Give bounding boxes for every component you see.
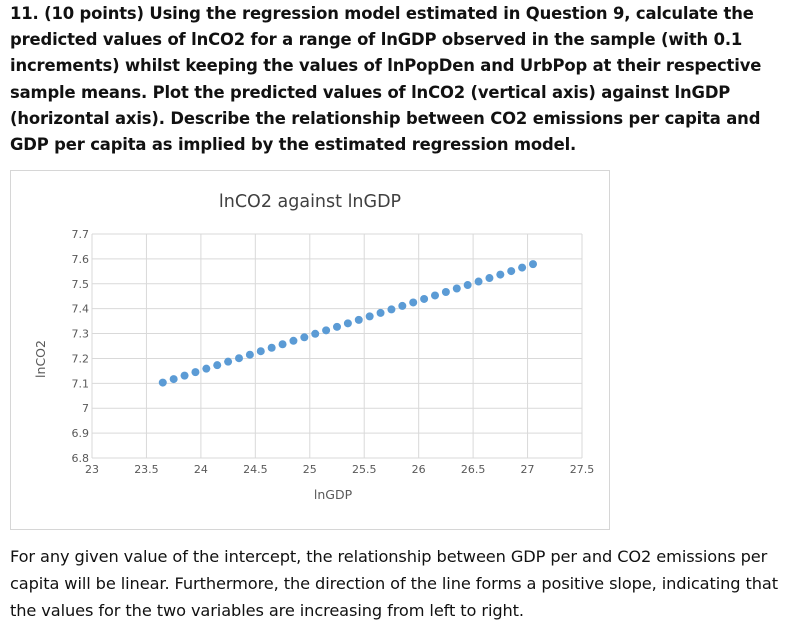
data-point [409,298,418,307]
data-point [354,315,363,324]
data-point [420,294,429,303]
data-point [169,375,178,384]
data-point [191,368,200,377]
question-text: 11. (10 points) Using the regression mod… [10,4,762,155]
data-point [431,291,439,300]
y-tick-label: 7.7 [72,228,90,241]
x-tick-label: 25 [303,463,317,476]
data-point [452,284,461,293]
data-point [376,308,385,317]
data-point [365,312,374,321]
data-point [311,329,320,338]
y-tick-label: 7.6 [72,253,90,266]
data-point [398,301,407,310]
y-tick-label: 7.2 [72,352,90,365]
data-point [224,357,233,366]
data-point [529,260,537,269]
x-tick-label: 27 [521,463,535,476]
y-axis-label: lnCO2 [33,340,48,378]
data-point [387,305,396,314]
data-point [485,274,494,283]
x-axis-label: lnGDP [314,487,353,502]
data-point [158,378,167,387]
y-tick-label: 7.4 [72,303,90,316]
data-point [496,270,505,279]
data-point [256,347,265,356]
data-point [343,319,352,328]
data-point [180,371,189,380]
y-tick-label: 6.9 [72,427,90,440]
data-point [441,287,450,296]
data-point [267,343,276,352]
data-point [322,326,331,335]
y-tick-label: 7.1 [72,377,90,390]
data-point [213,361,222,370]
chart-area: lnCO2 against lnGDP 6.8 6.9 7 7.1 7.2 7.3 7.4 7… [10,170,610,530]
x-tick-label: 26 [412,463,426,476]
y-tick-label: 7 [82,402,89,415]
data-point [289,336,298,345]
data-point [463,281,472,290]
y-tick-label: 7.5 [72,278,90,291]
y-tick-label: 6.8 [72,452,90,465]
data-point [278,340,287,349]
x-tick-label: 24 [194,463,208,476]
data-point [202,364,211,373]
x-tick-label: 23.5 [134,463,159,476]
data-point [518,263,527,272]
x-tick-label: 25.5 [352,463,377,476]
x-tick-label: 26.5 [461,463,486,476]
tick-layer: 6.8 6.9 7 7.1 7.2 7.3 7.4 7.5 7.6 7.7 23 23.5 24 24.5… [72,228,595,476]
data-point [333,322,341,331]
data-point [245,350,254,359]
data-point [235,354,243,363]
x-tick-label: 23 [85,463,99,476]
chart-title: lnCO2 against lnGDP [219,192,401,212]
data-point [507,267,516,276]
grid-layer [91,233,583,459]
data-point [300,333,309,342]
answer-text: For any given value of the intercept, th… [10,547,778,620]
x-tick-label: 27.5 [570,463,595,476]
chart-svg: lnCO2 against lnGDP 6.8 6.9 7 7.1 7.2 7.3 7.4 7… [33,192,595,502]
y-tick-label: 7.3 [72,328,90,341]
point-layer [158,260,537,387]
data-point [474,277,483,286]
x-tick-label: 24.5 [243,463,268,476]
